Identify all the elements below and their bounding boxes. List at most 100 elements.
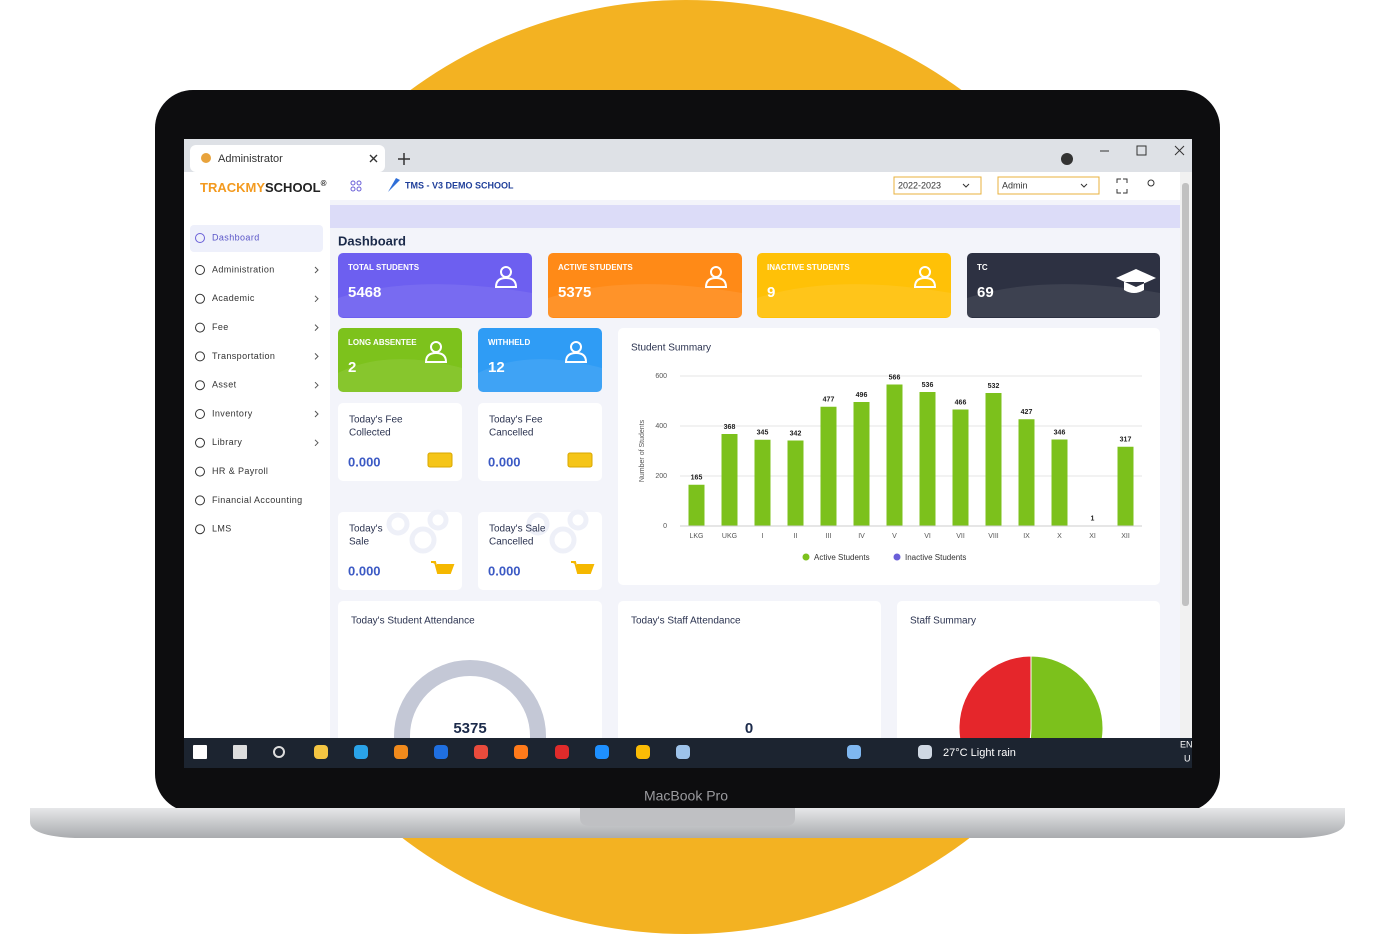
stat-value: 12 [488, 359, 505, 376]
card-wave [757, 284, 951, 317]
taskbar-icon[interactable] [394, 745, 408, 759]
taskbar-icon[interactable] [354, 745, 368, 759]
role-select[interactable] [997, 176, 1100, 195]
taskbar-icon[interactable] [474, 745, 488, 759]
x-tick-label: LKG [689, 533, 703, 540]
taskbar-icon[interactable] [314, 745, 328, 759]
bar [853, 402, 870, 526]
logo-mark: ® [321, 179, 327, 188]
tab-close[interactable] [369, 154, 378, 163]
money-label: Collected [349, 428, 391, 439]
bar [688, 484, 705, 526]
cart-icon [571, 561, 595, 574]
tab-icon [201, 153, 211, 163]
card-decor [526, 512, 550, 536]
donut-ring [394, 660, 546, 738]
close[interactable] [1174, 145, 1185, 156]
session-select[interactable] [893, 176, 982, 195]
taskbar-icon[interactable] [847, 745, 861, 759]
menu-icon [195, 233, 205, 243]
chevron [962, 183, 970, 188]
stat-value: 9 [767, 284, 775, 301]
money-label: Today's Fee [349, 415, 403, 426]
legend-marker[interactable] [893, 553, 901, 561]
laptop-label: MacBook Pro [644, 788, 728, 804]
data-label: 317 [1120, 437, 1132, 444]
apps-icon[interactable] [350, 180, 362, 192]
taskbar-icon[interactable] [595, 745, 609, 759]
y-tick-label: 400 [655, 423, 667, 430]
taskbar-icon[interactable] [636, 745, 650, 759]
stat-value: 5375 [558, 284, 591, 301]
card-decor [427, 509, 449, 531]
menu-item[interactable]: Dashboard [212, 232, 260, 242]
bar [1117, 446, 1134, 526]
bar [787, 440, 804, 526]
data-label: 536 [922, 382, 934, 389]
active-item [190, 225, 323, 252]
taskbar-icon[interactable] [273, 746, 285, 758]
page-title: Dashboard [338, 233, 406, 248]
new-tab[interactable] [398, 153, 410, 165]
panel-title: Staff Summary [910, 616, 976, 627]
taskbar-icon[interactable] [193, 745, 207, 759]
person-icon [704, 276, 728, 288]
data-label: 496 [856, 392, 868, 399]
legend-label[interactable]: Inactive Students [905, 553, 966, 562]
menu-item[interactable]: HR & Payroll [212, 466, 268, 476]
user-icon[interactable] [1147, 179, 1155, 187]
chevron [314, 410, 319, 418]
tab[interactable] [190, 145, 385, 172]
bar [952, 409, 969, 526]
role: Admin [1002, 180, 1028, 190]
card-wave [338, 359, 462, 392]
scroll-thumb[interactable] [1182, 183, 1189, 606]
menu-item[interactable]: Inventory [212, 408, 253, 418]
y-axis-label: Number of Students [639, 419, 646, 482]
data-label: 427 [1021, 409, 1033, 416]
money-value: 0.000 [348, 454, 381, 469]
language: U [1184, 753, 1191, 763]
legend-label[interactable]: Active Students [814, 553, 870, 562]
menu-item[interactable]: LMS [212, 524, 232, 534]
stat-card [338, 253, 532, 318]
card-decor [386, 512, 410, 536]
taskbar-icon[interactable] [918, 745, 932, 759]
cash-icon [427, 452, 453, 468]
money-label: Today's Fee [489, 415, 543, 426]
chevron [314, 295, 319, 303]
pie-slice [958, 655, 1032, 738]
card-wave [967, 284, 1160, 317]
x-tick-label: IX [1023, 533, 1030, 540]
maximize[interactable] [1136, 145, 1147, 156]
menu-item[interactable]: Transportation [212, 351, 275, 361]
logo-part: TRACKMY [200, 180, 265, 195]
menu-icon [195, 409, 205, 419]
menu-item[interactable]: Fee [212, 322, 229, 332]
menu-item[interactable]: Financial Accounting [212, 495, 303, 505]
taskbar-icons [193, 745, 932, 759]
profile-dot[interactable] [1061, 153, 1073, 165]
taskbar-icon[interactable] [233, 745, 247, 759]
menu-icon [195, 495, 205, 506]
x-tick-label: XI [1089, 533, 1096, 540]
chevron [314, 353, 319, 360]
data-label: 345 [757, 430, 769, 437]
laptop-notch [580, 808, 795, 826]
fullscreen[interactable] [1116, 178, 1128, 194]
menu-item[interactable]: Academic [212, 293, 255, 303]
card-decor [549, 526, 577, 554]
menu-item[interactable]: Administration [212, 264, 275, 274]
legend-marker[interactable] [802, 553, 810, 561]
taskbar-icon[interactable] [555, 745, 569, 759]
menu-item[interactable]: Library [212, 437, 242, 447]
screen: Administrator TRACKMYSCHOOL® TMS - V3 DE… [184, 139, 1192, 738]
taskbar-icon[interactable] [434, 745, 448, 759]
taskbar-icon[interactable] [676, 745, 690, 759]
taskbar-icon[interactable] [514, 745, 528, 759]
data-label: 342 [790, 430, 802, 437]
stat-label: WITHHELD [488, 338, 530, 347]
money-value: 0.000 [488, 454, 521, 469]
menu-item[interactable]: Asset [212, 380, 237, 390]
data-label: 532 [988, 383, 1000, 390]
